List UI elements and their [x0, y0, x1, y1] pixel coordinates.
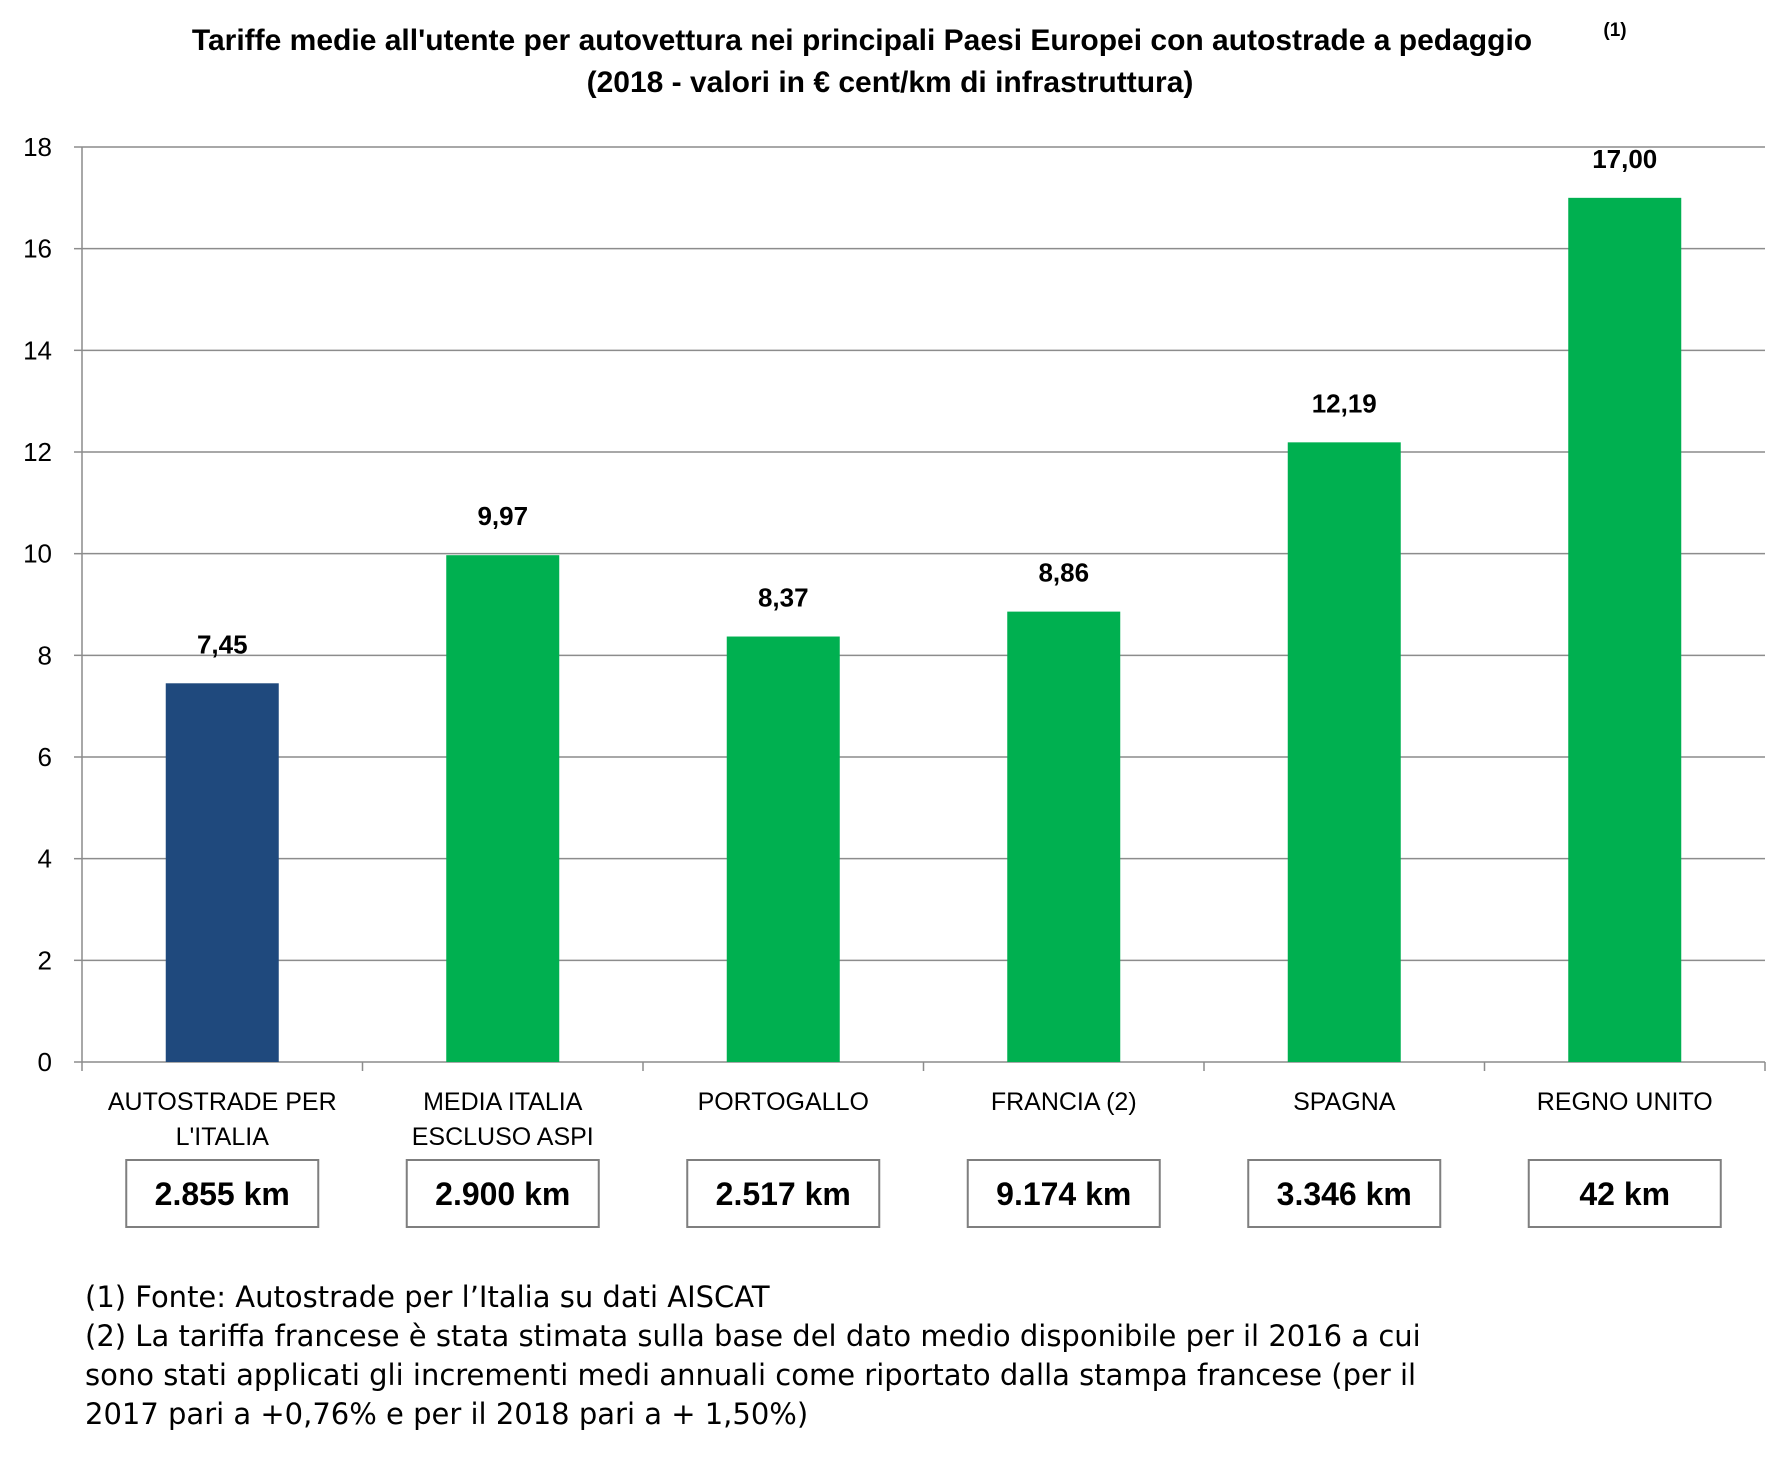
- chart-subtitle: (2018 - valori in € cent/km di infrastru…: [587, 66, 1194, 99]
- km-label: 2.855 km: [155, 1176, 290, 1212]
- footnote-1: (1) Fonte: Autostrade per l’Italia su da…: [85, 1280, 770, 1314]
- data-label: 12,19: [1312, 388, 1377, 418]
- x-tick-label: SPAGNA: [1293, 1088, 1396, 1116]
- y-tick-label: 12: [23, 437, 52, 467]
- x-tick-label: L'ITALIA: [176, 1123, 270, 1151]
- data-label: 9,97: [477, 501, 528, 531]
- footnote-2-line-3: 2017 pari a +0,76% e per il 2018 pari a …: [85, 1397, 809, 1431]
- y-tick-label: 6: [38, 742, 52, 772]
- y-tick-label: 16: [23, 234, 52, 264]
- chart-title: Tariffe medie all'utente per autovettura…: [192, 24, 1532, 57]
- km-box: [966, 1159, 1161, 1228]
- x-tick-label: AUTOSTRADE PER: [108, 1088, 337, 1116]
- bar: [446, 555, 560, 1062]
- bars: [165, 197, 1682, 1063]
- y-tick-label: 14: [23, 335, 52, 365]
- km-box: [686, 1159, 881, 1228]
- km-label: 2.900 km: [435, 1176, 570, 1212]
- gridlines: [82, 146, 1765, 962]
- bar: [726, 636, 840, 1062]
- footnotes: (1) Fonte: Autostrade per l’Italia su da…: [85, 1278, 1765, 1434]
- data-label: 8,37: [758, 583, 809, 613]
- axes: [74, 146, 1766, 1071]
- km-box: [1527, 1159, 1722, 1228]
- x-tick-label: FRANCIA (2): [991, 1088, 1137, 1116]
- y-tick-label: 2: [38, 945, 52, 975]
- km-label: 42 km: [1579, 1176, 1670, 1212]
- y-tick-label: 0: [38, 1047, 52, 1077]
- bar: [165, 683, 279, 1062]
- x-tick-label: PORTOGALLO: [698, 1088, 869, 1116]
- bar: [1287, 442, 1401, 1062]
- footnote-2-line-1: (2) La tariffa francese è stata stimata …: [85, 1319, 1421, 1353]
- bar: [1568, 197, 1682, 1063]
- y-tick-label: 10: [23, 539, 52, 569]
- x-tick-label: REGNO UNITO: [1537, 1088, 1713, 1116]
- x-tick-label: MEDIA ITALIA: [423, 1088, 583, 1116]
- data-label: 17,00: [1592, 144, 1657, 174]
- km-box: [125, 1159, 320, 1228]
- y-tick-label: 18: [23, 132, 52, 162]
- y-tick-label: 8: [38, 640, 52, 670]
- y-tick-label: 4: [38, 844, 52, 874]
- data-label: 7,45: [197, 629, 248, 659]
- chart-title-note: (1): [1603, 20, 1626, 41]
- km-box: [405, 1159, 600, 1228]
- labels: 0 2 4 6 8 10 12 14 16 18 7,45 AUTOSTRADE PER L'ITALI…: [23, 132, 1722, 1228]
- x-tick-label: ESCLUSO ASPI: [412, 1123, 594, 1151]
- footnote-2-line-2: sono stati applicati gli incrementi medi…: [85, 1358, 1417, 1392]
- km-label: 2.517 km: [716, 1176, 851, 1212]
- km-box: [1247, 1159, 1442, 1228]
- bar: [1007, 611, 1121, 1062]
- data-label: 8,86: [1038, 558, 1089, 588]
- km-label: 9.174 km: [996, 1176, 1131, 1212]
- km-label: 3.346 km: [1277, 1176, 1412, 1212]
